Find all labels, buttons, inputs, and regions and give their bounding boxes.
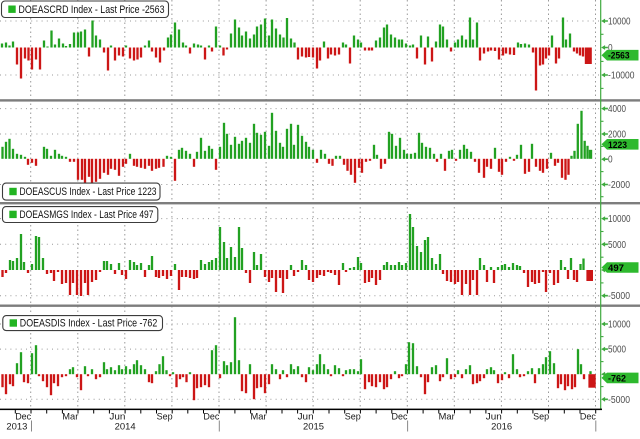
svg-text:Mar: Mar xyxy=(439,412,455,422)
svg-text:DOEASCUS Index - Last Price 12: DOEASCUS Index - Last Price 1223 xyxy=(20,186,157,198)
svg-text:-2000: -2000 xyxy=(608,180,630,191)
svg-text:DOEASMGS Index - Last Price 49: DOEASMGS Index - Last Price 497 xyxy=(20,209,154,221)
svg-text:Jun: Jun xyxy=(486,412,502,422)
svg-text:0: 0 xyxy=(608,43,613,54)
svg-text:4000: 4000 xyxy=(608,104,626,115)
svg-text:2014: 2014 xyxy=(115,422,136,432)
svg-text:2015: 2015 xyxy=(303,422,324,432)
svg-text:Sep: Sep xyxy=(533,412,549,422)
svg-text:5000: 5000 xyxy=(608,345,626,356)
svg-text:-2563: -2563 xyxy=(608,51,630,62)
svg-text:-5000: -5000 xyxy=(608,291,630,302)
svg-text:10000: 10000 xyxy=(608,320,631,331)
svg-text:DOEASDIS Index - Last Price -7: DOEASDIS Index - Last Price -762 xyxy=(20,318,158,330)
svg-text:Dec: Dec xyxy=(392,412,408,422)
svg-text:2013: 2013 xyxy=(6,422,27,432)
svg-text:0: 0 xyxy=(608,155,613,166)
svg-text:Jun: Jun xyxy=(109,412,125,422)
svg-text:5000: 5000 xyxy=(608,240,626,251)
svg-text:2016: 2016 xyxy=(491,422,512,432)
svg-text:Dec: Dec xyxy=(15,412,31,422)
svg-text:DOEASCRD Index - Last Price -2: DOEASCRD Index - Last Price -2563 xyxy=(19,4,165,16)
svg-text:1223: 1223 xyxy=(608,140,627,151)
svg-text:Mar: Mar xyxy=(251,412,267,422)
svg-text:Jun: Jun xyxy=(298,412,314,422)
svg-text:10000: 10000 xyxy=(608,214,631,225)
svg-text:-10000: -10000 xyxy=(608,71,635,82)
svg-text:Dec: Dec xyxy=(580,412,596,422)
svg-text:Sep: Sep xyxy=(157,412,173,422)
svg-text:2000: 2000 xyxy=(608,130,626,141)
svg-text:-762: -762 xyxy=(608,373,626,384)
svg-text:497: 497 xyxy=(608,263,624,274)
svg-text:Sep: Sep xyxy=(345,412,361,422)
svg-text:-5000: -5000 xyxy=(608,395,630,406)
svg-text:10000: 10000 xyxy=(608,17,631,28)
svg-text:Dec: Dec xyxy=(203,412,219,422)
svg-text:Mar: Mar xyxy=(62,412,78,422)
